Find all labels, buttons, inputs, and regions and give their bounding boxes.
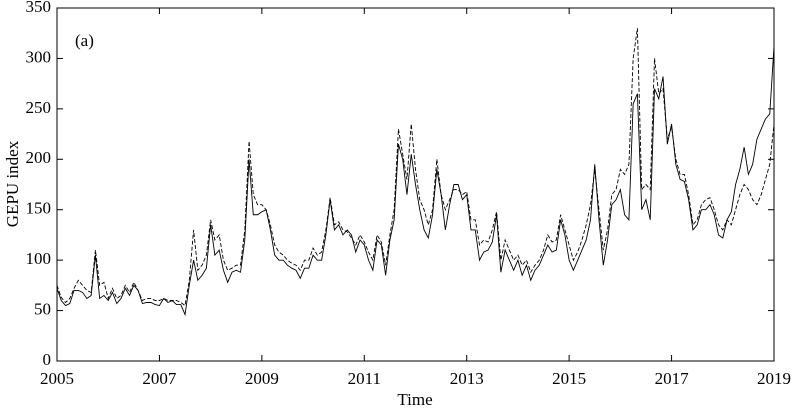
y-tick-label: 350 bbox=[26, 0, 52, 16]
x-tick-label: 2015 bbox=[552, 369, 586, 388]
y-axis-label: GEPU index bbox=[3, 140, 22, 227]
series-line bbox=[56, 28, 775, 307]
y-tick-label: 0 bbox=[43, 350, 52, 369]
x-tick-label: 2011 bbox=[348, 369, 381, 388]
y-tick-label: 250 bbox=[26, 98, 52, 117]
y-tick-label: 300 bbox=[26, 47, 52, 66]
y-tick-label: 200 bbox=[26, 148, 52, 167]
x-tick-label: 2005 bbox=[40, 369, 74, 388]
series-line bbox=[56, 46, 775, 317]
x-tick-label: 2007 bbox=[142, 369, 177, 388]
annotation: (a) bbox=[75, 31, 94, 50]
x-tick-label: 2019 bbox=[757, 369, 791, 388]
y-tick-label: 100 bbox=[26, 249, 52, 268]
y-tick-label: 50 bbox=[34, 299, 51, 318]
x-tick-label: 2017 bbox=[655, 369, 690, 388]
x-tick-label: 2013 bbox=[450, 369, 484, 388]
x-axis-label: Time bbox=[397, 390, 432, 409]
y-tick-label: 150 bbox=[26, 199, 52, 218]
plot-frame bbox=[56, 7, 775, 362]
x-tick-label: 2009 bbox=[245, 369, 279, 388]
